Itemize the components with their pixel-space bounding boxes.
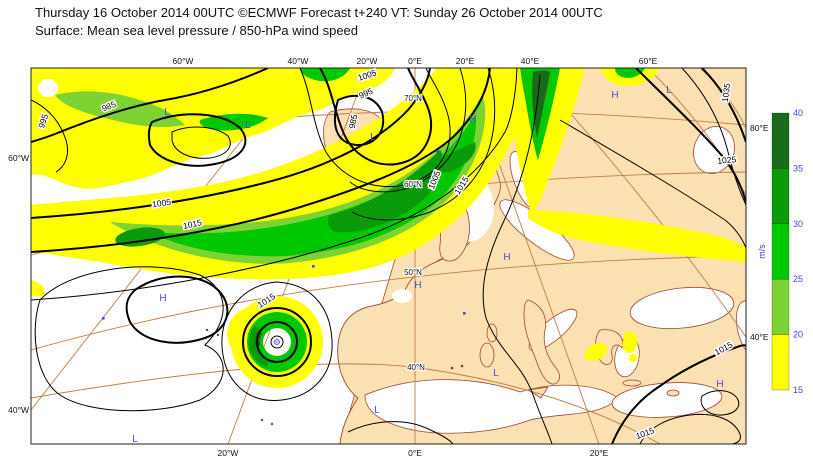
legend-tick-label: 25 [793,274,803,284]
legend-band-15-20 [772,335,789,390]
title-line-2: Surface: Mean sea level pressure / 850-h… [35,22,603,40]
lon-label-top: 60°E [639,56,658,66]
wind-speed-legend: 40 35 30 25 20 15 m/s [757,108,803,395]
low-pressure-marker: L [164,107,170,118]
ecmwf-forecast-page: Thursday 16 October 2014 00UTC ©ECMWF Fo… [0,0,813,465]
legend-tick-label: 30 [793,219,803,229]
low-pressure-marker: L [370,132,376,143]
island-crete [623,380,641,386]
legend-band-20-25 [772,279,789,334]
forecast-map: 60°W 40°W 20°W 0°E 20°E 40°E 60°E 20°W 0°E 20°E 60… [0,0,813,465]
lon-label-top: 60°W [173,56,194,66]
high-pressure-marker: H [159,293,166,304]
title-line-1: Thursday 16 October 2014 00UTC ©ECMWF Fo… [35,4,603,22]
lon-label-left: 40°W [8,405,29,415]
lat-label: 40°N [407,363,425,372]
lon-label-top: 40°E [521,56,540,66]
cyclone-eye-symbol [276,341,278,343]
legend-tick-label: 35 [793,163,803,173]
high-pressure-marker: H [503,252,510,263]
low-pressure-marker: L [374,405,380,416]
grid-point-marker [102,317,105,320]
isobar-value-label: 1025 [717,154,737,166]
island-cyprus [667,390,679,396]
legend-band-35-40 [772,113,789,168]
legend-unit-label: m/s [757,244,767,259]
high-pressure-marker: H [611,90,618,101]
legend-band-30-35 [772,168,789,223]
legend-band-25-30 [772,224,789,279]
island-sardinia [480,343,494,367]
low-pressure-marker: L [666,85,672,96]
legend-tick-label: 20 [793,330,803,340]
grid-point-marker [312,265,315,268]
lon-label-top: 20°E [456,56,475,66]
lon-label-right: 40°E [750,332,769,342]
sea-biscay [392,289,412,303]
legend-tick-label: 15 [793,385,803,395]
low-pressure-marker: L [132,434,138,445]
lon-label-left: 60°W [8,153,29,163]
lon-label-top: 0°E [408,56,422,66]
lon-label-bottom: 20°E [590,448,609,458]
low-pressure-marker: L [493,368,499,379]
lon-label-bottom: 20°W [218,448,239,458]
high-pressure-marker: H [469,114,476,125]
lon-label-bottom: 0°E [408,448,422,458]
high-pressure-marker: H [414,280,421,291]
lat-label: 70°N [404,94,422,103]
high-pressure-marker: H [716,379,723,390]
grid-point-marker [463,312,466,315]
grid-point-marker [436,150,439,153]
lat-label: 50°N [404,268,422,277]
chart-title-block: Thursday 16 October 2014 00UTC ©ECMWF Fo… [35,4,603,40]
low-pressure-marker: L [245,120,251,131]
lat-label: 60°N [404,180,422,189]
lon-label-top: 40°W [288,56,309,66]
lon-label-right: 80°E [750,123,769,133]
lon-label-top: 20°W [357,56,378,66]
legend-tick-label: 40 [793,108,803,118]
island-corsica [487,324,497,342]
